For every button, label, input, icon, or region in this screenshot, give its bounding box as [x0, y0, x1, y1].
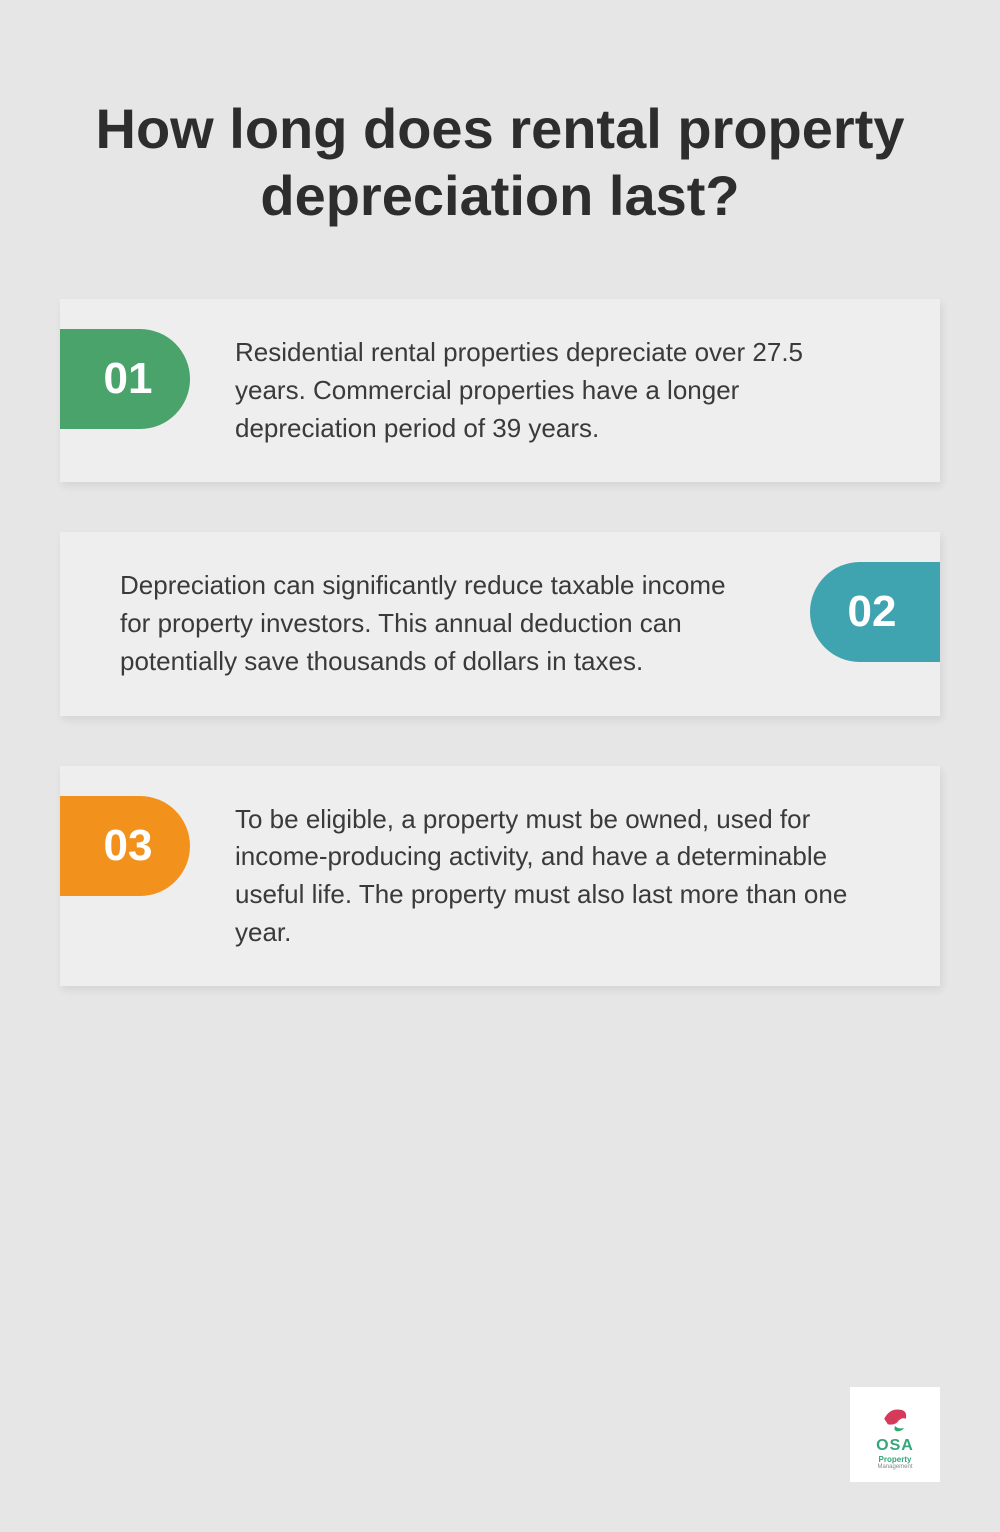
- card-number-badge-1: 01: [60, 329, 190, 429]
- card-number-badge-2: 02: [810, 562, 940, 662]
- info-card-2: 02 Depreciation can significantly reduce…: [60, 532, 940, 715]
- logo-line2: Property: [879, 1455, 912, 1464]
- info-card-1: 01 Residential rental properties depreci…: [60, 299, 940, 482]
- logo-brand-text: OSA: [876, 1437, 914, 1455]
- brand-logo: OSA Property Management: [850, 1387, 940, 1482]
- page-title: How long does rental property depreciati…: [0, 0, 1000, 299]
- card-number-badge-3: 03: [60, 796, 190, 896]
- logo-line3: Management: [877, 1464, 912, 1470]
- bird-icon: [877, 1399, 913, 1435]
- info-card-3: 03 To be eligible, a property must be ow…: [60, 766, 940, 987]
- card-text-1: Residential rental properties depreciate…: [60, 299, 940, 482]
- cards-container: 01 Residential rental properties depreci…: [0, 299, 1000, 986]
- card-text-3: To be eligible, a property must be owned…: [60, 766, 940, 987]
- card-text-2: Depreciation can significantly reduce ta…: [60, 532, 940, 715]
